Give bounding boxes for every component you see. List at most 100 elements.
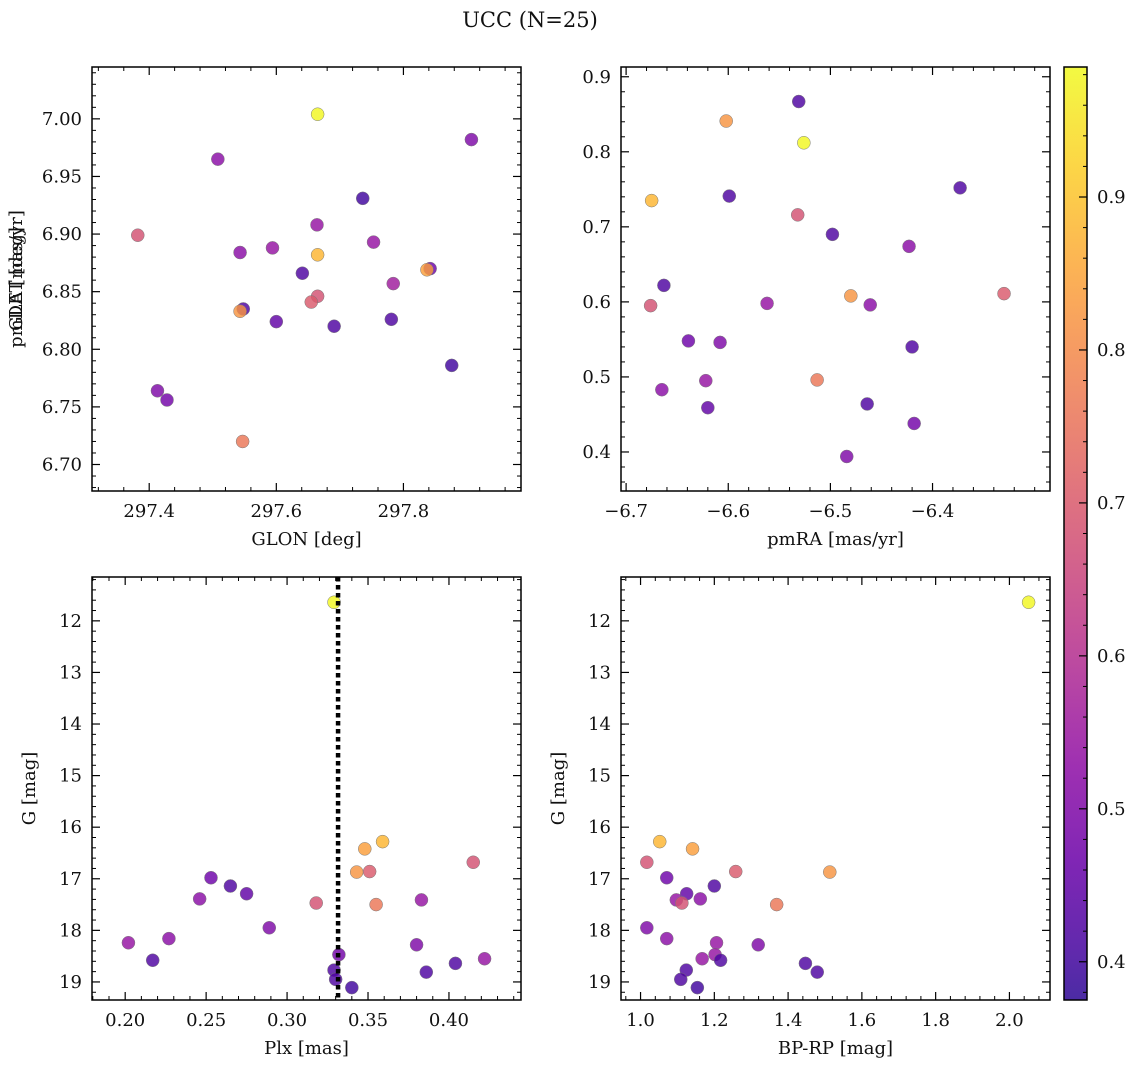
data-point: [145, 953, 160, 968]
data-point: [690, 980, 705, 995]
panel-bprp-g: 1.0 1.2 1.4 1.6 1.8 2.0 12 13 14 15 16 17 18 19 BP-RP …: [548, 576, 1051, 1059]
x-axis-label: GLON [deg]: [251, 529, 361, 550]
data-point: [640, 855, 654, 870]
panel-plx-g: 0.20 0.25 0.30 0.35 0.40 12 13 14 15 16 17 18 19 Plx …: [19, 576, 522, 1059]
data-point: [797, 136, 811, 150]
data-point: [386, 276, 401, 291]
data-point: [844, 289, 858, 303]
data-point: [265, 241, 280, 255]
data-point: [760, 296, 774, 311]
data-point: [728, 864, 743, 879]
data-point: [953, 181, 967, 195]
data-point: [345, 980, 359, 995]
data-point: [204, 870, 218, 885]
data-point: [713, 335, 727, 350]
y-tick-label: 13: [588, 662, 611, 683]
x-tick-label: 1.0: [626, 1010, 655, 1031]
y-tick-label: 0.9: [582, 67, 611, 88]
y-tick-label: 6.85: [42, 282, 82, 303]
y-tick-label: 18: [59, 920, 82, 941]
data-point: [310, 248, 325, 262]
data-point: [366, 235, 381, 249]
data-point: [233, 245, 247, 260]
y-tick-label: 0.5: [582, 367, 611, 388]
y-axis-label: G [mag]: [548, 752, 569, 825]
data-point: [657, 278, 671, 293]
x-tick-label: 1.8: [921, 1010, 950, 1031]
y-tick-label: 6.90: [42, 224, 82, 245]
x-tick-label: 0.30: [267, 1010, 307, 1031]
x-tick-label: 0.35: [348, 1010, 388, 1031]
data-point: [420, 263, 434, 277]
y-tick-label: 16: [59, 817, 82, 838]
axes-frame: [91, 576, 522, 1001]
data-point: [150, 384, 165, 398]
x-tick-label: 2.0: [995, 1010, 1024, 1031]
y-tick-label: 12: [59, 611, 82, 632]
data-point: [643, 298, 658, 313]
data-point: [233, 304, 247, 319]
data-point: [713, 953, 728, 968]
x-tick-label: 1.4: [774, 1010, 803, 1031]
data-point: [384, 312, 399, 327]
data-point: [997, 286, 1011, 301]
x-tick-label: 297.6: [251, 501, 303, 522]
data-point: [192, 892, 207, 906]
x-axis-label: BP-RP [mag]: [778, 1038, 893, 1059]
data-point: [444, 358, 459, 373]
data-point: [362, 864, 377, 879]
y-tick-label: 19: [588, 972, 611, 993]
data-point: [719, 114, 733, 128]
data-point: [309, 896, 323, 910]
y-tick-label: 15: [59, 766, 82, 787]
x-tick-label: 1.2: [700, 1010, 729, 1031]
data-point: [162, 931, 176, 946]
data-point: [825, 227, 840, 242]
panel-pmra-pmde: −6.7 −6.6 −6.5 −6.4 0.4 0.5 0.6 0.7 0.8 0.9 pmRA […: [6, 66, 1051, 550]
data-point: [235, 434, 250, 449]
y-tick-label: 19: [59, 972, 82, 993]
data-point: [659, 870, 674, 885]
data-point: [810, 373, 824, 387]
y-tick-label: 12: [588, 611, 611, 632]
data-point: [131, 228, 145, 242]
data-point: [902, 239, 916, 254]
y-tick-label: 6.80: [42, 339, 82, 360]
data-point: [674, 972, 688, 987]
data-point: [355, 191, 370, 206]
data-point: [863, 298, 877, 312]
axes-frame: [91, 66, 522, 492]
x-tick-label: −6.6: [706, 501, 750, 522]
y-tick-label: 14: [588, 714, 611, 735]
data-point: [375, 834, 390, 849]
y-axis-label: GLAT [deg]: [6, 227, 27, 331]
y-tick-label: 6.95: [42, 166, 82, 187]
figure-title: UCC (N=25): [462, 8, 598, 32]
colorbar: 0.4 0.5 0.6 0.7 0.8 0.9: [1063, 66, 1126, 1001]
data-point: [681, 334, 696, 348]
data-point: [905, 340, 919, 354]
data-point: [310, 107, 325, 121]
x-tick-label: −6.7: [604, 501, 648, 522]
data-point: [839, 449, 854, 464]
data-point: [328, 972, 343, 987]
y-tick-label: 16: [588, 817, 611, 838]
y-tick-label: 7.00: [42, 109, 82, 130]
data-point: [369, 897, 383, 912]
y-tick-label: 0.8: [582, 142, 611, 163]
y-tick-label: 13: [59, 662, 82, 683]
data-point: [358, 842, 372, 856]
data-point: [121, 935, 136, 950]
y-axis-label: pmDE [mas/yr]: [6, 210, 27, 348]
data-point: [685, 842, 700, 856]
data-point: [310, 218, 324, 232]
y-tick-label: 6.70: [42, 455, 82, 476]
y-tick-label: 0.4: [582, 442, 611, 463]
panel-glon-glat: 297.4 297.6 297.8 6.70 6.75 6.80 6.85 6.90 6.95 7…: [6, 66, 522, 550]
x-tick-label: −6.5: [809, 501, 853, 522]
data-point: [652, 834, 667, 849]
y-axis-label: G [mag]: [19, 752, 40, 825]
data-point: [791, 94, 806, 109]
data-point: [798, 956, 813, 971]
colorbar-tick-label: 0.5: [1097, 799, 1126, 820]
